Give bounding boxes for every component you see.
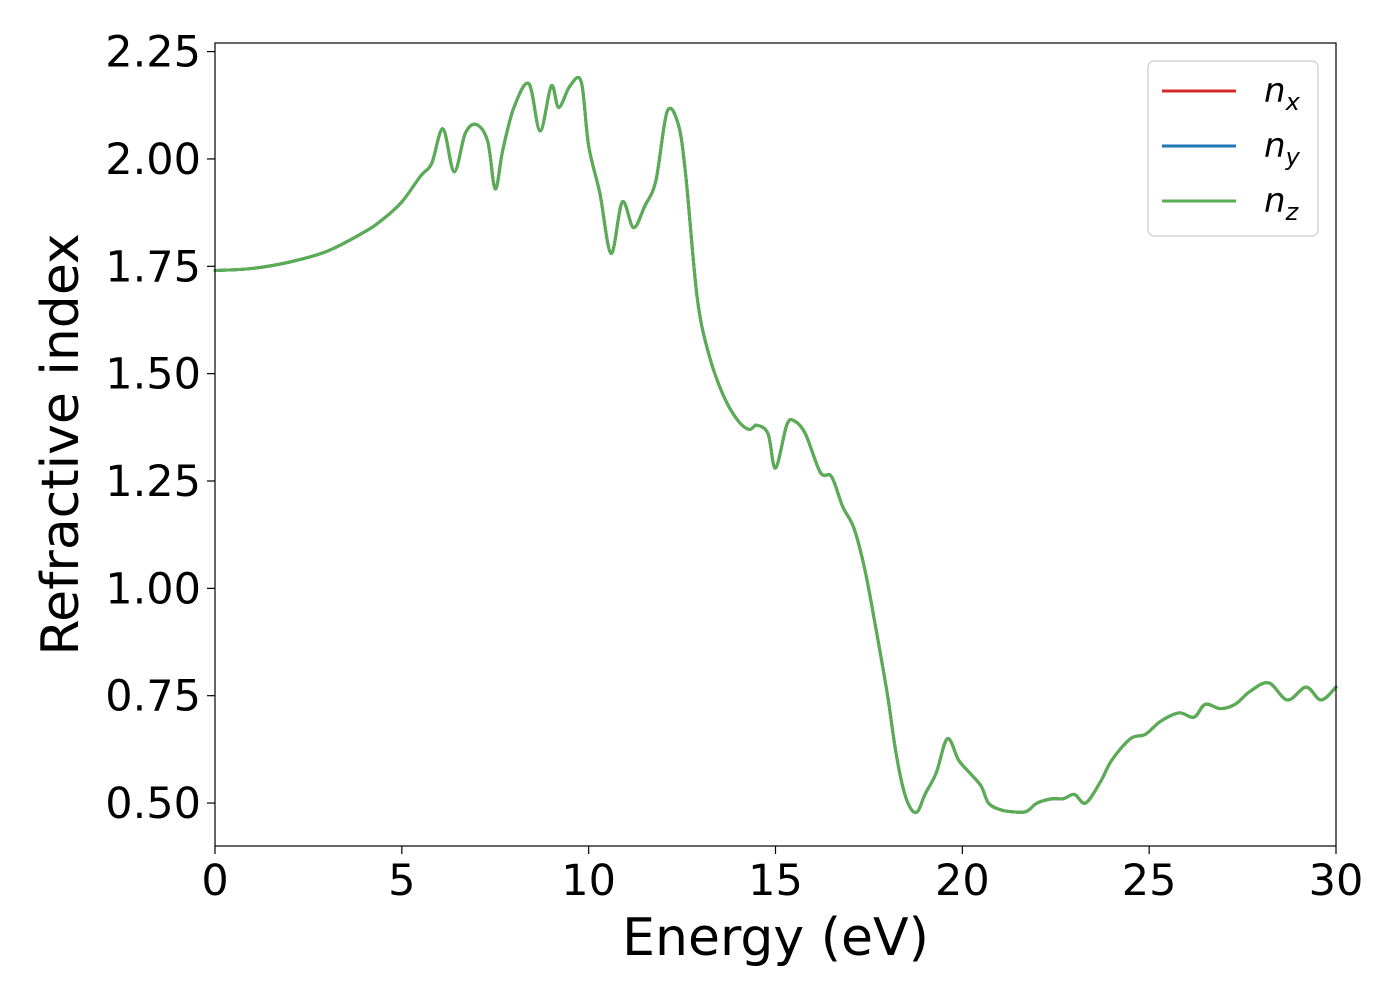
x-tick-label: 30: [1309, 856, 1364, 906]
x-axis: 0 5 10 15 20 25 30: [201, 846, 1363, 906]
legend-label-x: nx: [1264, 71, 1301, 116]
y-tick-label: 0.75: [105, 672, 201, 722]
x-tick-label: 20: [935, 856, 990, 906]
x-tick-label: 5: [388, 856, 415, 906]
x-tick-label: 15: [748, 856, 803, 906]
series-line-n-z: [213, 75, 1338, 814]
x-tick-label: 10: [561, 856, 616, 906]
x-tick-label: 0: [201, 856, 228, 906]
series-layer: [213, 75, 1338, 814]
x-tick-label: 25: [1122, 856, 1177, 906]
legend-label-y: ny: [1264, 126, 1301, 171]
y-tick-label: 2.00: [105, 135, 201, 185]
y-axis: 0.50 0.75 1.00 1.25 1.50 1.75 2.00 2.25: [105, 28, 215, 829]
x-axis-label: Energy (eV): [622, 908, 929, 968]
y-tick-label: 1.50: [105, 350, 201, 400]
y-axis-label: Refractive index: [31, 233, 91, 655]
y-tick-label: 0.50: [105, 779, 201, 829]
y-tick-label: 2.25: [105, 28, 201, 78]
legend-box: [1147, 60, 1319, 237]
y-tick-label: 1.25: [105, 457, 201, 507]
legend-label-z: nz: [1264, 181, 1300, 226]
y-tick-label: 1.00: [105, 564, 201, 614]
y-tick-label: 1.75: [105, 242, 201, 292]
legend: nx ny nz: [1147, 60, 1319, 237]
